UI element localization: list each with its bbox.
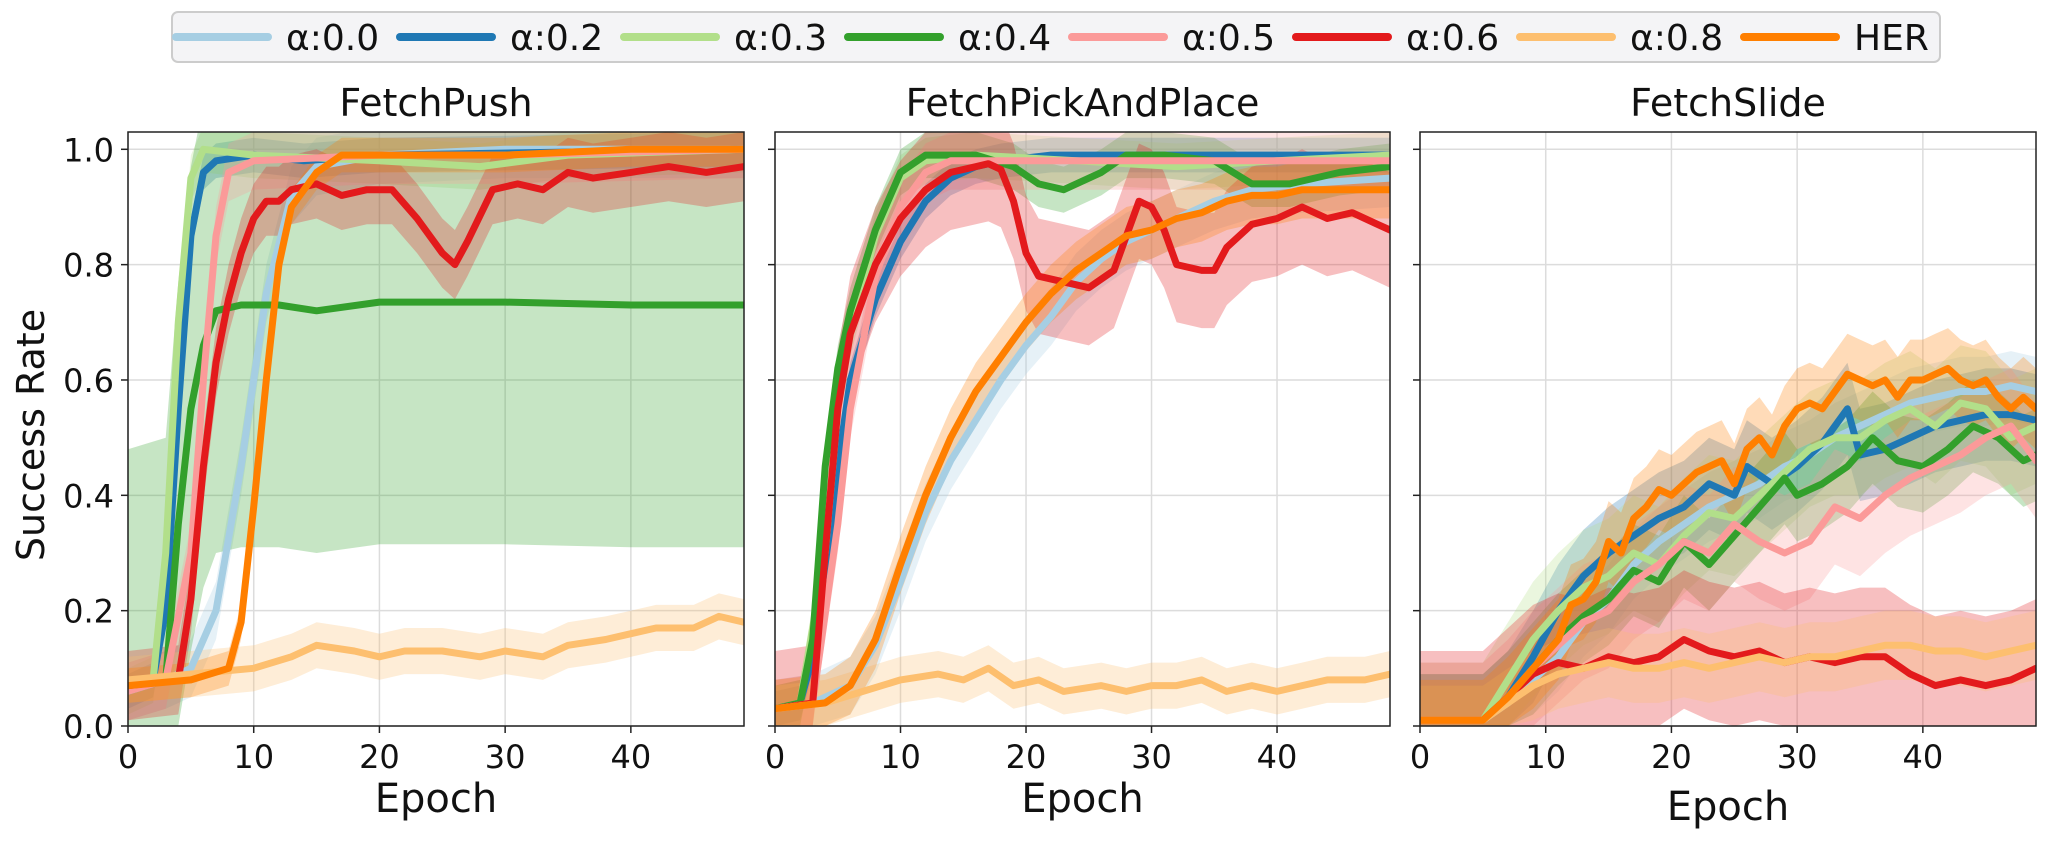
ytick-label-4: 0.8: [63, 247, 114, 285]
band-0-3: [128, 132, 744, 726]
panels: 0 10 20 30 40 0.0 0.2 0.4 0.6 0.8 1.0 FetchPush Epoc…: [63, 81, 2037, 830]
xtick-label-0-1: 10: [233, 738, 274, 776]
series-line-1-6: [775, 664, 1390, 713]
xtick-label-0-3: 30: [485, 738, 526, 776]
panel-title-2: FetchSlide: [1630, 81, 1826, 125]
y-axis-label: Success Rate: [9, 309, 53, 561]
xtick-label-1-0: 0: [765, 738, 785, 776]
xtick-label-1-1: 10: [880, 738, 921, 776]
xtick-label-0-2: 20: [359, 738, 400, 776]
xtick-label-2-1: 10: [1525, 738, 1566, 776]
legend-label-1: α:0.2: [510, 18, 603, 59]
legend-label-5: α:0.6: [1406, 18, 1499, 59]
ytick-label-5: 1.0: [63, 131, 114, 169]
ytick-label-0: 0.0: [63, 708, 114, 746]
legend: α:0.0 α:0.2 α:0.3 α:0.4 α:0.5 α:0.6 α:0.8 HER: [171, 11, 1941, 63]
series-line-1-4: [775, 157, 1390, 713]
xtick-label-1-3: 30: [1131, 738, 1172, 776]
band-2-1: [1420, 362, 2036, 726]
xtick-label-2-0: 0: [1410, 738, 1430, 776]
legend-label-2: α:0.3: [734, 18, 827, 59]
series-line-2-6: [1420, 641, 2036, 724]
ytick-label-3: 0.6: [63, 362, 114, 400]
plot-frame-1: [774, 131, 1391, 727]
legend-label-3: α:0.4: [958, 18, 1051, 59]
x-axis-label-0: Epoch: [375, 776, 497, 822]
band-0-0: [128, 132, 744, 721]
legend-label-7: HER: [1854, 18, 1929, 59]
legend-label-0: α:0.0: [286, 18, 379, 59]
series-line-1-3: [775, 151, 1390, 713]
series-line-2-7: [1420, 364, 2036, 724]
panel-2: 0 10 20 30 40 FetchSlide Epoch: [1410, 81, 2037, 830]
series-line-0-6: [128, 612, 744, 684]
xtick-label-2-2: 20: [1651, 738, 1692, 776]
x-axis-label-1: Epoch: [1021, 776, 1143, 822]
plot-frame-2: [1419, 131, 2037, 727]
series-line-0-2: [128, 145, 744, 695]
xtick-label-1-4: 40: [1257, 738, 1298, 776]
series-line-2-5: [1420, 636, 2036, 724]
xtick-label-0-4: 40: [610, 738, 651, 776]
panel-title-0: FetchPush: [339, 81, 532, 125]
ytick-label-2: 0.4: [63, 477, 114, 515]
series-line-2-2: [1420, 399, 2036, 724]
panel-1: 0 10 20 30 40 FetchPickAndPlace Epoch: [765, 81, 1391, 822]
panel-0: 0 10 20 30 40 0.0 0.2 0.4 0.6 0.8 1.0 FetchPush Epoc…: [63, 81, 745, 822]
legend-label-6: α:0.8: [1630, 18, 1723, 59]
legend-label-4: α:0.5: [1182, 18, 1275, 59]
plot-area-0: [128, 132, 744, 726]
series-line-0-3: [128, 298, 744, 695]
series-line-0-5: [128, 163, 744, 690]
x-axis-label-2: Epoch: [1667, 784, 1789, 830]
panel-title-1: FetchPickAndPlace: [906, 81, 1260, 125]
band-1-5: [775, 132, 1390, 726]
ytick-label-1: 0.2: [63, 593, 114, 631]
series-line-0-7: [128, 145, 744, 690]
xtick-label-0-0: 0: [118, 738, 138, 776]
xtick-label-1-2: 20: [1006, 738, 1047, 776]
plot-frame-0: [127, 131, 745, 727]
band-2-5: [1420, 570, 2036, 726]
xtick-label-2-4: 40: [1902, 738, 1943, 776]
series-line-1-7: [775, 186, 1390, 713]
series-line-1-5: [775, 160, 1390, 713]
series-line-2-0: [1420, 382, 2036, 724]
xtick-label-2-3: 30: [1777, 738, 1818, 776]
